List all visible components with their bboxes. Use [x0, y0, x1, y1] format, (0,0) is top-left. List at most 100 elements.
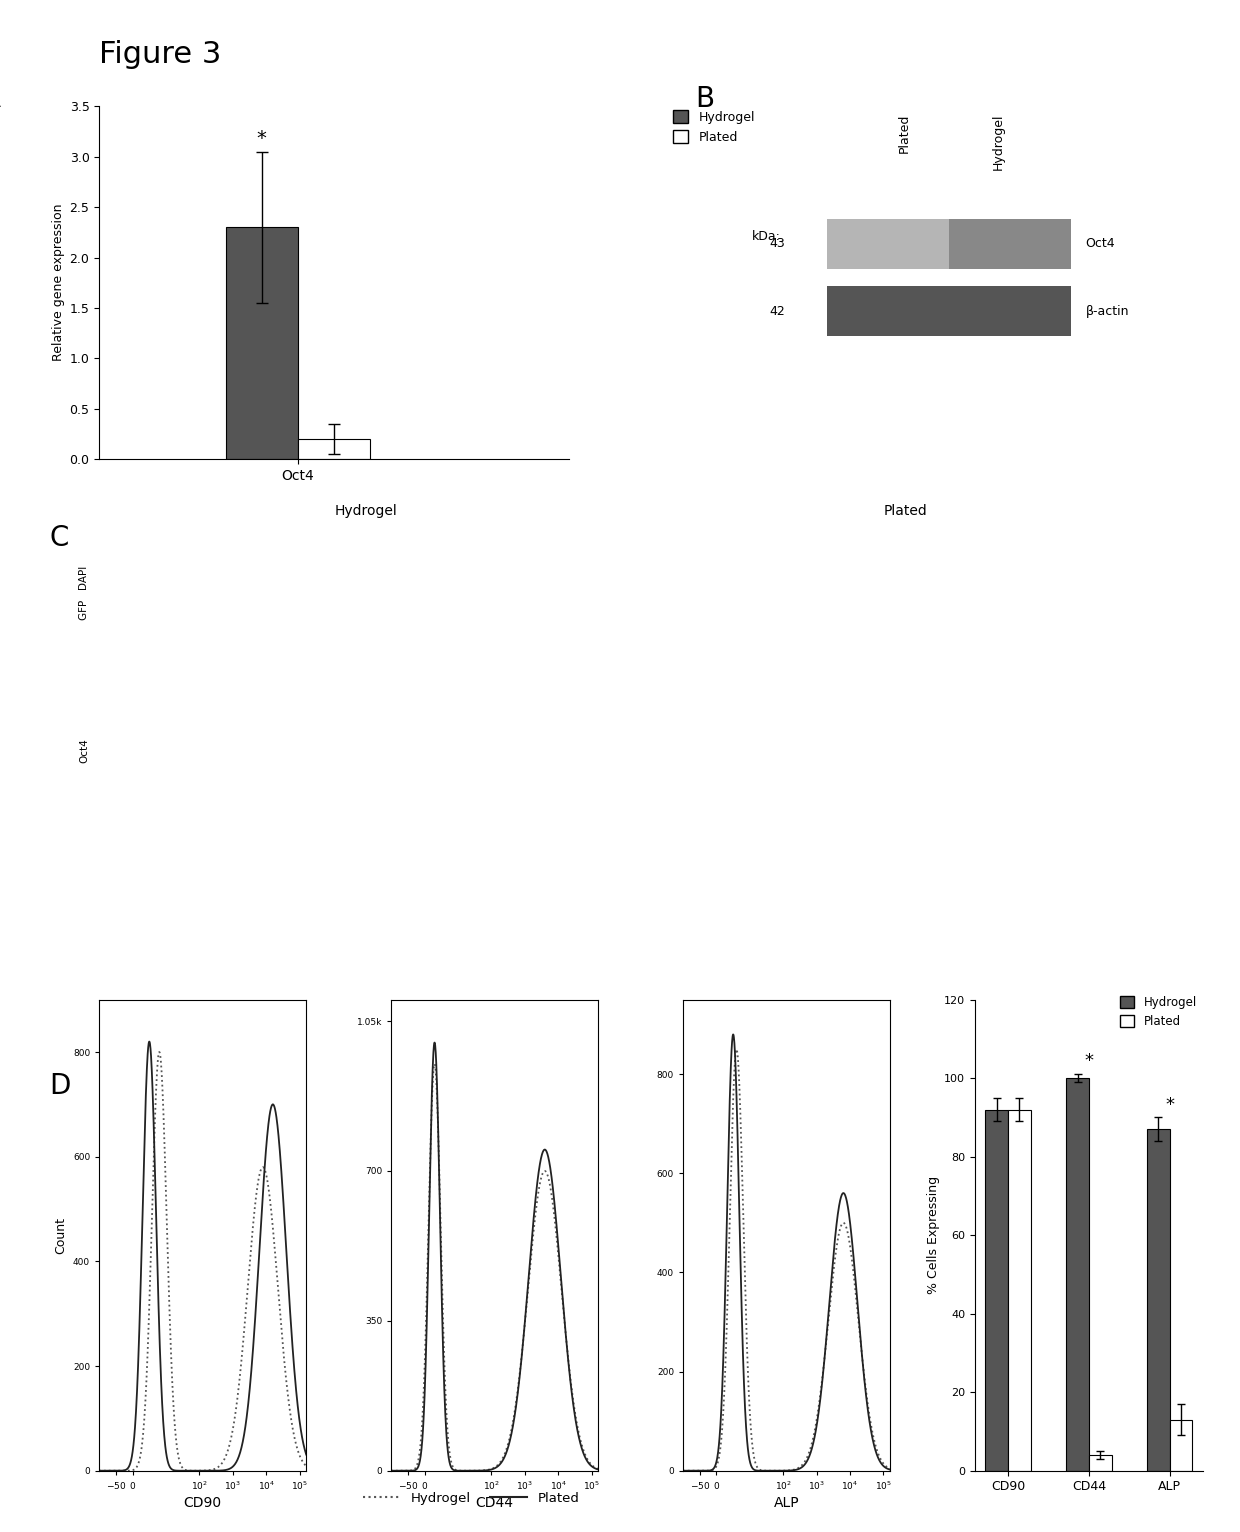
Point: [170, 841, 190, 866]
Point: [725, 803, 745, 827]
Point: [505, 904, 525, 928]
Point: [428, 800, 448, 824]
Point: [439, 769, 459, 794]
Point: [618, 885, 637, 910]
Point: [666, 579, 686, 604]
Point: [419, 813, 439, 838]
Point: [978, 550, 998, 574]
Point: [481, 545, 501, 570]
Point: [701, 899, 720, 924]
Point: [401, 896, 420, 921]
Point: [148, 581, 167, 605]
Point: [193, 885, 213, 910]
Point: [1074, 576, 1094, 601]
Point: [965, 889, 985, 913]
Point: [972, 639, 992, 663]
Point: [665, 737, 684, 761]
Point: [141, 506, 161, 530]
Point: [807, 532, 827, 556]
Point: [572, 683, 591, 708]
Point: [345, 769, 365, 794]
Point: [800, 585, 820, 610]
Point: [551, 576, 570, 601]
Point: [109, 935, 129, 959]
Point: [867, 878, 887, 902]
Point: [201, 838, 221, 863]
Point: [172, 720, 192, 745]
Point: [502, 478, 522, 502]
Point: [992, 640, 1012, 665]
Point: [724, 669, 744, 694]
Point: [781, 924, 801, 948]
Point: [148, 565, 167, 590]
Point: [151, 648, 171, 673]
Point: [299, 518, 319, 542]
Point: [126, 676, 146, 700]
Point: [568, 789, 588, 813]
Point: [343, 887, 363, 912]
Point: [992, 787, 1012, 812]
Point: [188, 536, 208, 561]
Point: [145, 483, 165, 507]
Point: [336, 726, 356, 751]
Point: [913, 803, 932, 827]
Point: [573, 518, 593, 542]
Point: [347, 866, 367, 890]
Point: [123, 527, 143, 552]
Text: Hydrogel: Hydrogel: [992, 113, 1004, 170]
Point: [893, 722, 913, 746]
Point: [227, 783, 247, 807]
Point: [506, 763, 526, 787]
Point: [196, 627, 216, 651]
Point: [105, 798, 125, 823]
Point: [1075, 544, 1095, 568]
Point: [1156, 777, 1176, 801]
Point: [796, 866, 816, 890]
Point: [492, 639, 512, 663]
Point: [113, 878, 133, 902]
Point: [136, 878, 156, 902]
Point: [693, 950, 713, 974]
Point: [723, 556, 743, 581]
Point: [572, 884, 591, 908]
Point: [750, 912, 770, 936]
Point: [940, 668, 960, 692]
Point: [500, 817, 520, 841]
Point: [631, 918, 651, 942]
Point: [985, 804, 1004, 829]
Point: [477, 708, 497, 732]
Point: [1192, 933, 1211, 958]
Point: [513, 673, 533, 697]
Point: [818, 637, 838, 662]
Point: [1190, 777, 1210, 801]
Point: [454, 755, 474, 780]
Point: [1125, 755, 1145, 780]
Point: [619, 922, 639, 947]
Point: [415, 835, 435, 859]
Point: [910, 607, 930, 631]
Point: [579, 524, 599, 548]
Point: [971, 813, 991, 838]
Point: [157, 863, 177, 887]
Point: [200, 489, 219, 513]
Point: [252, 725, 272, 749]
Point: [356, 945, 376, 970]
Point: [422, 515, 441, 539]
Point: [461, 899, 481, 924]
Point: [991, 953, 1011, 977]
Point: [646, 928, 666, 953]
Point: [1040, 942, 1060, 967]
Point: [285, 665, 305, 689]
Point: [1107, 778, 1127, 803]
Point: [272, 561, 291, 585]
Point: [776, 925, 796, 950]
Point: [1099, 829, 1118, 853]
Point: [801, 919, 821, 944]
Point: [126, 938, 146, 962]
Point: [201, 648, 221, 673]
Point: [1023, 748, 1043, 772]
Point: [687, 869, 707, 893]
Point: [841, 844, 861, 869]
Point: [279, 533, 299, 558]
Point: [810, 610, 830, 634]
